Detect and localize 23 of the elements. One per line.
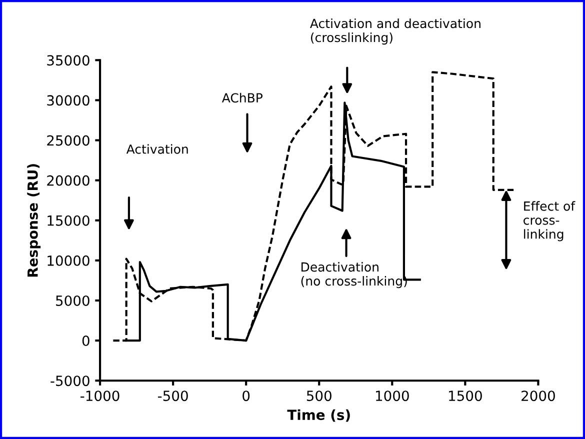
- annotation: Effect of cross- linking: [524, 201, 576, 242]
- text: Activation and deactivation (crosslinking): [310, 18, 480, 45]
- x-tick-label: 2000: [522, 390, 555, 402]
- x-tick-label: 500: [306, 390, 332, 402]
- y-tick-label: 30000: [47, 95, 90, 106]
- y-tick-label: 15000: [48, 215, 90, 226]
- y-tick-label: -5000: [50, 376, 90, 386]
- x-axis-title: Time (s): [287, 409, 350, 422]
- annotation: Deactivation (no cross-linking): [301, 262, 407, 288]
- x-tick-label: -1000: [80, 390, 120, 402]
- annotation: AChBP: [222, 92, 263, 103]
- x-tick-label: 1500: [449, 390, 482, 402]
- annotation: Activation: [126, 144, 188, 154]
- x-tick-label: 1000: [376, 390, 409, 402]
- y-tick-label: 25000: [47, 135, 90, 146]
- y-tick-label: 20000: [47, 175, 90, 186]
- y-tick-label: 35000: [47, 55, 90, 66]
- y-tick-label: 5000: [56, 295, 90, 306]
- y-tick-label: 0: [82, 336, 90, 346]
- y-axis-title: Response (RU): [27, 164, 41, 277]
- x-tick-label: -500: [158, 390, 188, 402]
- y-tick-label: 10000: [48, 255, 90, 266]
- x-tick-label: 0: [242, 390, 250, 402]
